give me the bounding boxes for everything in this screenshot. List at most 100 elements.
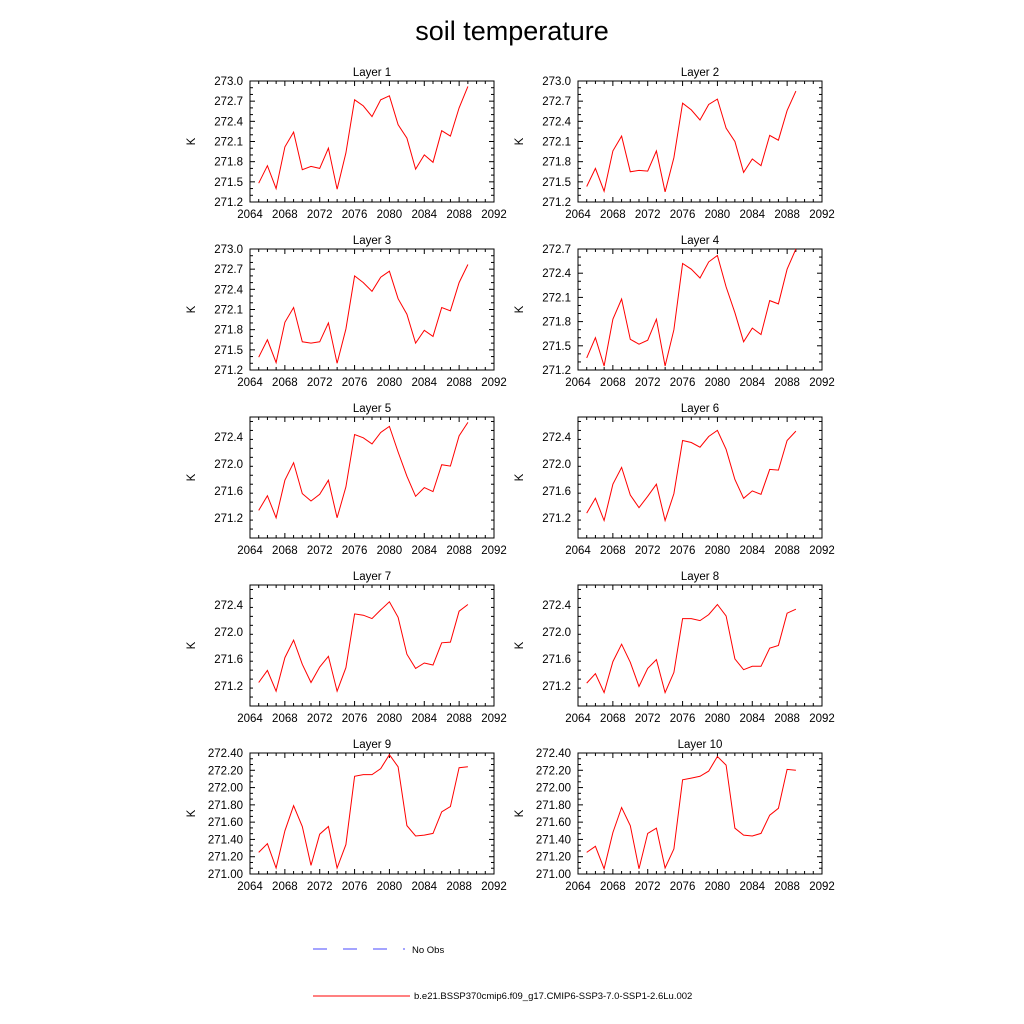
x-tick-label: 2076 bbox=[342, 209, 368, 221]
x-tick-label: 2088 bbox=[446, 377, 472, 389]
y-tick-label: 272.0 bbox=[214, 627, 243, 639]
y-tick-label: 272.7 bbox=[542, 244, 571, 256]
y-tick-label: 272.1 bbox=[542, 137, 571, 149]
x-tick-label: 2064 bbox=[237, 377, 263, 389]
y-tick-label: 271.6 bbox=[214, 654, 243, 666]
panel-title: Layer 9 bbox=[353, 739, 391, 751]
y-tick-label: 272.7 bbox=[214, 264, 243, 276]
y-tick-label: 272.4 bbox=[214, 432, 243, 444]
x-tick-label: 2076 bbox=[670, 545, 696, 557]
y-tick-label: 271.5 bbox=[214, 345, 243, 357]
y-tick-label: 271.5 bbox=[542, 177, 571, 189]
x-tick-label: 2076 bbox=[342, 545, 368, 557]
x-tick-label: 2088 bbox=[446, 209, 472, 221]
y-tick-label: 272.1 bbox=[214, 305, 243, 317]
y-tick-label: 271.20 bbox=[536, 852, 571, 864]
y-axis-label: K bbox=[186, 641, 198, 649]
chart-panel-1: Layer 1 2064 2068 2072 2076 2080 2084 2088 2092 2… bbox=[186, 67, 507, 221]
y-tick-label: 272.4 bbox=[214, 116, 243, 128]
y-tick-label: 271.2 bbox=[214, 513, 243, 525]
y-tick-label: 271.2 bbox=[542, 681, 571, 693]
series-line bbox=[258, 601, 469, 693]
page-title: soil temperature bbox=[415, 16, 609, 46]
series-line bbox=[586, 248, 797, 367]
y-tick-label: 272.20 bbox=[208, 765, 243, 777]
legend: No Obs b.e21.BSSP370cmip6.f09_g17.CMIP6-… bbox=[313, 945, 692, 1002]
x-tick-label: 2068 bbox=[272, 713, 298, 725]
y-tick-label: 271.2 bbox=[214, 365, 243, 377]
panel-title: Layer 6 bbox=[681, 403, 719, 415]
panel-title: Layer 4 bbox=[681, 235, 720, 247]
panel-title: Layer 2 bbox=[681, 67, 719, 79]
panel-title: Layer 1 bbox=[353, 67, 391, 79]
chart-panel-10: Layer 10 2064 2068 2072 2076 2080 2084 2088 2092… bbox=[514, 739, 835, 893]
series-line bbox=[586, 429, 797, 523]
plot-frame bbox=[249, 752, 495, 875]
y-axis-label: K bbox=[514, 809, 526, 817]
y-tick-label: 273.0 bbox=[214, 244, 243, 256]
y-tick-label: 273.0 bbox=[214, 76, 243, 88]
x-tick-label: 2076 bbox=[342, 377, 368, 389]
y-tick-label: 271.5 bbox=[542, 341, 571, 353]
y-tick-label: 272.4 bbox=[542, 600, 571, 612]
y-tick-label: 271.60 bbox=[536, 817, 571, 829]
panel-title: Layer 8 bbox=[681, 571, 719, 583]
y-tick-label: 272.00 bbox=[208, 783, 243, 795]
y-tick-label: 272.4 bbox=[542, 432, 571, 444]
chart-panel-7: Layer 7 2064 2068 2072 2076 2080 2084 2088 2092 2… bbox=[186, 571, 507, 725]
x-tick-label: 2072 bbox=[635, 209, 661, 221]
y-axis-label: K bbox=[514, 305, 526, 313]
series-line bbox=[586, 90, 797, 193]
x-tick-label: 2068 bbox=[272, 545, 298, 557]
y-tick-label: 273.0 bbox=[542, 76, 571, 88]
x-tick-label: 2068 bbox=[600, 713, 626, 725]
x-tick-label: 2068 bbox=[600, 377, 626, 389]
x-tick-label: 2084 bbox=[739, 713, 765, 725]
y-tick-label: 272.40 bbox=[208, 748, 243, 760]
y-tick-label: 272.4 bbox=[214, 600, 243, 612]
y-tick-label: 271.40 bbox=[536, 834, 571, 846]
y-tick-label: 271.6 bbox=[542, 654, 571, 666]
x-tick-label: 2076 bbox=[670, 209, 696, 221]
y-axis-label: K bbox=[514, 473, 526, 481]
y-tick-label: 271.40 bbox=[208, 834, 243, 846]
x-tick-label: 2064 bbox=[565, 881, 591, 893]
y-tick-label: 271.8 bbox=[214, 157, 243, 169]
y-tick-label: 271.2 bbox=[542, 365, 571, 377]
y-tick-label: 272.1 bbox=[542, 292, 571, 304]
x-tick-label: 2064 bbox=[565, 377, 591, 389]
x-tick-label: 2080 bbox=[377, 377, 403, 389]
x-tick-label: 2084 bbox=[739, 545, 765, 557]
plot-frame bbox=[577, 584, 823, 707]
x-tick-label: 2068 bbox=[272, 377, 298, 389]
x-tick-label: 2072 bbox=[635, 881, 661, 893]
x-tick-label: 2080 bbox=[377, 209, 403, 221]
y-tick-label: 271.00 bbox=[536, 869, 571, 881]
x-tick-label: 2092 bbox=[481, 713, 507, 725]
plot-frame bbox=[577, 80, 823, 203]
x-tick-label: 2080 bbox=[377, 545, 403, 557]
y-tick-label: 272.1 bbox=[214, 137, 243, 149]
panel-title: Layer 3 bbox=[353, 235, 391, 247]
x-tick-label: 2068 bbox=[600, 881, 626, 893]
x-tick-label: 2084 bbox=[411, 713, 437, 725]
x-tick-label: 2064 bbox=[565, 713, 591, 725]
x-tick-label: 2092 bbox=[481, 377, 507, 389]
x-tick-label: 2084 bbox=[411, 545, 437, 557]
x-tick-label: 2092 bbox=[481, 545, 507, 557]
y-axis-label: K bbox=[186, 305, 198, 313]
x-tick-label: 2072 bbox=[307, 713, 333, 725]
x-tick-label: 2088 bbox=[446, 881, 472, 893]
x-tick-label: 2068 bbox=[600, 545, 626, 557]
chart-panel-4: Layer 4 2064 2068 2072 2076 2080 2084 2088 2092 2… bbox=[514, 235, 835, 389]
x-tick-label: 2072 bbox=[307, 545, 333, 557]
y-tick-label: 272.0 bbox=[542, 627, 571, 639]
y-tick-label: 272.0 bbox=[214, 459, 243, 471]
x-tick-label: 2064 bbox=[237, 545, 263, 557]
x-tick-label: 2084 bbox=[739, 209, 765, 221]
x-tick-label: 2080 bbox=[377, 881, 403, 893]
y-tick-label: 272.4 bbox=[214, 284, 243, 296]
y-tick-label: 271.60 bbox=[208, 817, 243, 829]
y-tick-label: 272.7 bbox=[542, 96, 571, 108]
x-tick-label: 2072 bbox=[635, 545, 661, 557]
